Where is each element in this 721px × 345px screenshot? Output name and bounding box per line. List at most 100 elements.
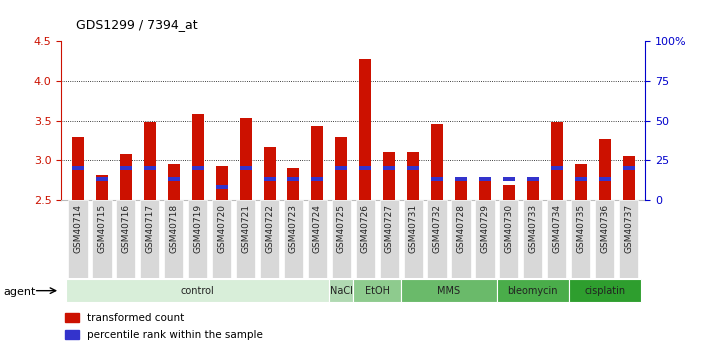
FancyBboxPatch shape [164,200,183,278]
Bar [503,177,515,181]
Bar [96,175,108,200]
Text: transformed count: transformed count [87,313,184,323]
FancyBboxPatch shape [451,200,471,278]
Text: GSM40727: GSM40727 [385,204,394,253]
Bar [311,126,324,200]
Bar [598,139,611,200]
FancyBboxPatch shape [355,200,375,278]
Text: GSM40721: GSM40721 [241,204,250,253]
FancyBboxPatch shape [595,200,614,278]
Bar [335,166,348,170]
Text: GSM40724: GSM40724 [313,204,322,253]
FancyBboxPatch shape [428,200,446,278]
Text: GSM40716: GSM40716 [121,204,131,253]
Bar [288,177,299,181]
Bar [383,152,395,200]
Bar [551,121,562,200]
FancyBboxPatch shape [571,200,590,278]
FancyBboxPatch shape [284,200,303,278]
Bar [527,178,539,200]
Bar [359,59,371,200]
Bar [264,177,275,181]
Text: cisplatin: cisplatin [584,286,625,296]
Text: GSM40720: GSM40720 [217,204,226,253]
Text: GDS1299 / 7394_at: GDS1299 / 7394_at [76,18,198,31]
Bar [72,137,84,200]
Bar [65,313,79,322]
Text: GSM40715: GSM40715 [97,204,107,253]
FancyBboxPatch shape [236,200,255,278]
Text: GSM40729: GSM40729 [480,204,490,253]
FancyBboxPatch shape [92,200,112,278]
Bar [407,166,419,170]
Text: NaCl: NaCl [330,286,353,296]
FancyBboxPatch shape [260,200,279,278]
FancyBboxPatch shape [308,200,327,278]
Text: MMS: MMS [438,286,461,296]
Text: GSM40732: GSM40732 [433,204,441,253]
Bar [527,177,539,181]
Bar [455,178,467,200]
Text: agent: agent [4,287,36,296]
FancyBboxPatch shape [569,279,640,302]
FancyBboxPatch shape [497,279,569,302]
Bar [120,154,132,200]
Bar [239,166,252,170]
Bar [192,166,204,170]
Text: GSM40736: GSM40736 [600,204,609,253]
FancyBboxPatch shape [332,200,351,278]
Bar [335,137,348,200]
Bar [216,185,228,189]
Bar [479,179,491,200]
Bar [479,177,491,181]
Text: GSM40728: GSM40728 [456,204,466,253]
FancyBboxPatch shape [404,200,423,278]
Bar [431,177,443,181]
Bar [264,147,275,200]
Bar [598,177,611,181]
FancyBboxPatch shape [380,200,399,278]
Bar [503,185,515,200]
FancyBboxPatch shape [500,200,518,278]
FancyBboxPatch shape [68,200,88,278]
Bar [168,164,180,200]
Text: GSM40731: GSM40731 [409,204,417,253]
Text: GSM40719: GSM40719 [193,204,202,253]
Bar [144,121,156,200]
Bar [575,164,587,200]
Bar [622,157,634,200]
FancyBboxPatch shape [188,200,208,278]
Text: GSM40737: GSM40737 [624,204,633,253]
Bar [575,177,587,181]
Bar [120,166,132,170]
FancyBboxPatch shape [212,200,231,278]
Text: GSM40734: GSM40734 [552,204,561,253]
Text: GSM40723: GSM40723 [289,204,298,253]
FancyBboxPatch shape [547,200,566,278]
FancyBboxPatch shape [523,200,542,278]
Bar [192,115,204,200]
FancyBboxPatch shape [66,279,329,302]
Text: GSM40730: GSM40730 [505,204,513,253]
Bar [239,118,252,200]
Bar [216,166,228,200]
FancyBboxPatch shape [141,200,159,278]
Text: GSM40735: GSM40735 [576,204,585,253]
Text: GSM40718: GSM40718 [169,204,178,253]
FancyBboxPatch shape [329,279,353,302]
Bar [144,166,156,170]
Bar [551,166,562,170]
Text: bleomycin: bleomycin [508,286,558,296]
Bar [96,177,108,181]
Text: percentile rank within the sample: percentile rank within the sample [87,330,262,340]
FancyBboxPatch shape [353,279,401,302]
Bar [622,166,634,170]
Bar [383,166,395,170]
Bar [311,177,324,181]
FancyBboxPatch shape [619,200,638,278]
FancyBboxPatch shape [401,279,497,302]
Bar [288,168,299,200]
Text: GSM40725: GSM40725 [337,204,346,253]
Bar [431,124,443,200]
Bar [168,177,180,181]
